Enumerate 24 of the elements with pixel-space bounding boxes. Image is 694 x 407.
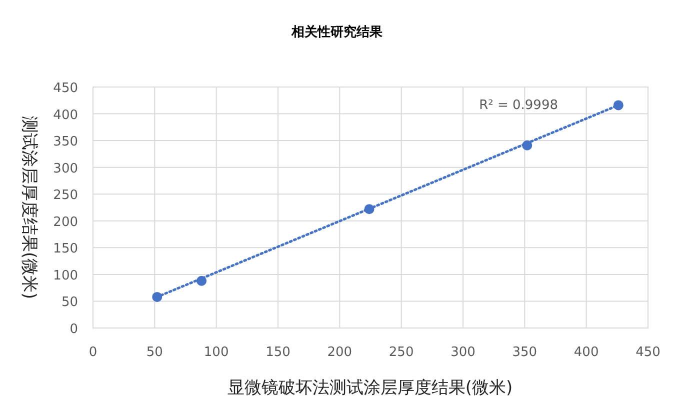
x-tick-label: 300 <box>450 345 476 360</box>
annotation: R² = 0.9998 <box>479 98 558 113</box>
y-tick-label: 150 <box>53 242 78 257</box>
x-tick-label: 350 <box>512 345 538 360</box>
y-tick-label: 200 <box>53 214 78 230</box>
chart-title: 相关性研究结果 <box>290 24 384 40</box>
y-tick-label: 300 <box>53 161 78 176</box>
y-tick-label: 50 <box>61 295 78 310</box>
y-axis-title: 测试涂层厚度结果(微米) <box>19 116 39 300</box>
y-tick-label: 400 <box>53 108 78 123</box>
y-tick-label: 350 <box>53 134 78 150</box>
x-tick-label: 200 <box>327 345 352 360</box>
x-tick-label: 150 <box>266 345 290 360</box>
x-tick-label: 400 <box>574 345 599 360</box>
y-tick-label: 450 <box>53 81 78 96</box>
y-tick-label: 250 <box>53 188 78 204</box>
x-tick-label: 100 <box>204 345 229 360</box>
x-axis-title: 显微镜破坏法测试涂层厚度结果(微米) <box>227 378 513 398</box>
y-tick-label: 100 <box>53 268 78 284</box>
x-tick-label: 250 <box>388 345 414 360</box>
x-tick-label: 50 <box>146 345 163 360</box>
x-tick-label: 0 <box>88 345 98 360</box>
x-tick-label: 450 <box>636 345 660 360</box>
y-tick-label: 0 <box>70 322 78 337</box>
